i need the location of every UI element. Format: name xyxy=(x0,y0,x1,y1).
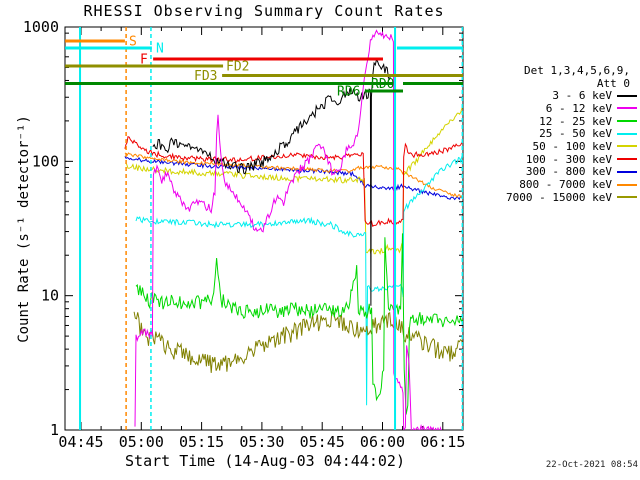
y-tick-label: 1000 xyxy=(23,18,59,36)
legend-label: 800 - 7000 keV xyxy=(519,178,612,192)
y-tick-label: 1 xyxy=(50,421,59,439)
flag-label-fd2: FD2 xyxy=(226,60,249,75)
series-line-12-25-kev xyxy=(135,233,463,415)
legend-label: 25 - 50 keV xyxy=(539,127,612,141)
legend-header-attenuator: Att 0 xyxy=(596,76,630,90)
x-tick-label: 05:30 xyxy=(239,433,284,451)
x-tick-label: 04:45 xyxy=(58,433,103,451)
legend-swatch xyxy=(617,120,637,123)
legend-row: 100 - 300 keV xyxy=(506,153,637,166)
flag-label-f: F xyxy=(140,53,148,68)
legend: Det 1,3,4,5,6,9, Att 0 3 - 6 keV 6 - 12 k… xyxy=(506,64,637,204)
flag-label-fd3: FD3 xyxy=(194,69,217,84)
y-tick-label: 10 xyxy=(41,287,59,305)
legend-label: 300 - 800 keV xyxy=(525,165,612,179)
legend-row: 50 - 100 keV xyxy=(506,140,637,153)
legend-row: 6 - 12 keV xyxy=(506,102,637,115)
y-tick-label: 100 xyxy=(32,152,59,170)
legend-row: 800 - 7000 keV xyxy=(506,178,637,191)
x-tick-label: 05:45 xyxy=(300,433,345,451)
legend-label: 3 - 6 keV xyxy=(552,89,612,103)
series-line-6-12-kev xyxy=(134,29,443,430)
legend-row: 12 - 25 keV xyxy=(506,115,637,128)
flag-label-rd0: RD0 xyxy=(371,77,394,92)
flag-label-n: N xyxy=(156,42,164,57)
series-line-25-50-kev xyxy=(135,155,463,406)
legend-label: 12 - 25 keV xyxy=(539,114,612,128)
x-tick-label: 05:15 xyxy=(179,433,224,451)
legend-header-detectors: Det 1,3,4,5,6,9, xyxy=(524,63,630,77)
legend-label: 50 - 100 keV xyxy=(532,139,612,153)
creation-timestamp: 22-Oct-2021 08:54 xyxy=(545,460,638,470)
legend-swatch xyxy=(617,145,637,148)
legend-swatch xyxy=(617,170,637,173)
legend-row: 7000 - 15000 keV xyxy=(506,191,637,204)
flag-label-s: S xyxy=(129,35,137,50)
legend-swatch xyxy=(617,196,637,199)
legend-swatch xyxy=(617,183,637,186)
legend-row: 300 - 800 keV xyxy=(506,165,637,179)
legend-swatch xyxy=(617,94,637,97)
axis-box xyxy=(64,26,464,431)
x-tick-label: 06:15 xyxy=(420,433,465,451)
x-tick-label: 05:00 xyxy=(119,433,164,451)
series-line-100-300-kev xyxy=(124,136,463,227)
legend-label: 100 - 300 keV xyxy=(525,152,612,166)
legend-swatch xyxy=(617,158,637,161)
legend-label: 7000 - 15000 keV xyxy=(506,190,612,204)
series-group xyxy=(124,29,463,430)
flag-label-rd6: RD6 xyxy=(337,85,360,100)
legend-swatch xyxy=(617,107,637,110)
x-tick-label: 06:00 xyxy=(360,433,405,451)
legend-label: 6 - 12 keV xyxy=(545,101,612,115)
legend-swatch xyxy=(617,132,637,135)
chart-title: RHESSI Observing Summary Count Rates xyxy=(83,2,445,20)
series-line-7000-15000-kev xyxy=(133,310,463,373)
legend-items: 3 - 6 keV 6 - 12 keV 12 - 25 keV 25 - 50 ke… xyxy=(506,89,637,204)
legend-row: 25 - 50 keV xyxy=(506,127,637,140)
series-line-3-6-kev xyxy=(152,58,392,306)
legend-row: 3 - 6 keV xyxy=(506,89,637,102)
x-axis-label: Start Time (14-Aug-03 04:44:02) xyxy=(125,452,405,470)
